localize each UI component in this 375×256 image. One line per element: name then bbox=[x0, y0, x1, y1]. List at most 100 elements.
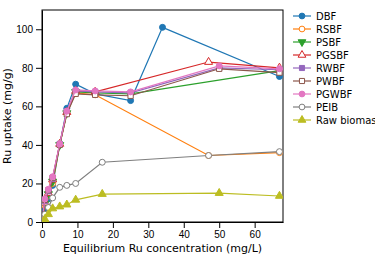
tick-label: 30 bbox=[143, 229, 155, 240]
tick-label: 40 bbox=[22, 140, 34, 151]
tick-mark bbox=[77, 222, 78, 228]
line bbox=[42, 193, 279, 222]
point bbox=[99, 159, 105, 165]
y-axis: 0 20 40 60 80 100 bbox=[16, 11, 42, 228]
marks bbox=[42, 24, 283, 222]
tick-label: 80 bbox=[22, 63, 34, 74]
legend-label: PGSBF bbox=[316, 50, 349, 61]
tick: 20 bbox=[22, 178, 42, 189]
point bbox=[57, 141, 62, 146]
tick-mark bbox=[36, 68, 42, 69]
line bbox=[42, 69, 279, 222]
legend-marker bbox=[299, 104, 305, 110]
legend-marker bbox=[299, 13, 305, 19]
point bbox=[64, 182, 70, 188]
point bbox=[49, 204, 57, 211]
series bbox=[42, 188, 283, 222]
point bbox=[275, 191, 283, 198]
tick-label: 20 bbox=[108, 229, 120, 240]
tick-label: 50 bbox=[214, 229, 226, 240]
line bbox=[42, 62, 279, 222]
tick-label: 40 bbox=[179, 229, 191, 240]
legend-label: PEIB bbox=[316, 102, 338, 113]
tick-mark bbox=[219, 222, 220, 228]
tick: 60 bbox=[250, 222, 262, 240]
tick: 40 bbox=[22, 140, 42, 151]
legend-label: RWBF bbox=[316, 63, 345, 74]
tick-mark bbox=[36, 145, 42, 146]
point bbox=[64, 109, 69, 114]
legend-label: PSBF bbox=[316, 37, 341, 48]
chart: 0 10 20 30 40 50 60 0 20 40 60 80 100 Equilibrium Ru … bbox=[0, 0, 375, 256]
legend-item: PSBF bbox=[293, 37, 341, 48]
point bbox=[42, 196, 48, 202]
tick: 40 bbox=[179, 222, 191, 240]
legend-item: RSBF bbox=[293, 24, 342, 35]
tick-mark bbox=[184, 222, 185, 228]
legend-label: RSBF bbox=[316, 24, 342, 35]
tick-mark bbox=[36, 183, 42, 184]
legend-marker bbox=[299, 26, 305, 32]
point bbox=[206, 153, 212, 159]
point bbox=[57, 142, 63, 148]
tick: 30 bbox=[143, 222, 155, 240]
tick-label: 60 bbox=[22, 101, 34, 112]
x-axis-title: Equilibrium Ru concentration (mg/L) bbox=[63, 242, 262, 255]
legend-label: Raw biomass bbox=[316, 115, 375, 126]
tick: 20 bbox=[108, 222, 120, 240]
tick-mark bbox=[36, 106, 42, 107]
plot-frame bbox=[42, 10, 283, 222]
legend-marker bbox=[299, 78, 304, 83]
series bbox=[42, 24, 282, 222]
line bbox=[42, 27, 279, 222]
series bbox=[42, 149, 282, 222]
legend-marker bbox=[299, 91, 305, 97]
point bbox=[216, 63, 222, 69]
legend-marker bbox=[298, 40, 306, 47]
series bbox=[42, 63, 282, 222]
point bbox=[57, 141, 63, 147]
tick-mark bbox=[148, 222, 149, 228]
tick-label: 0 bbox=[27, 217, 33, 228]
line bbox=[42, 68, 279, 222]
legend-label: PGWBF bbox=[316, 89, 353, 100]
legend-item: PGWBF bbox=[293, 89, 353, 100]
point bbox=[276, 149, 282, 155]
tick-mark bbox=[42, 222, 43, 228]
legend-item: RWBF bbox=[293, 63, 345, 74]
point bbox=[63, 200, 71, 207]
line bbox=[42, 93, 279, 222]
series bbox=[42, 90, 282, 222]
tick-label: 0 bbox=[40, 229, 46, 240]
point bbox=[276, 150, 282, 156]
point bbox=[276, 66, 282, 72]
tick-label: 100 bbox=[16, 24, 33, 35]
tick: 10 bbox=[72, 222, 84, 240]
legend-marker bbox=[298, 116, 306, 123]
point bbox=[56, 139, 64, 146]
tick-label: 60 bbox=[250, 229, 262, 240]
point bbox=[73, 87, 79, 93]
point bbox=[50, 195, 56, 201]
point bbox=[64, 108, 70, 114]
legend-marker bbox=[298, 51, 306, 58]
point bbox=[91, 87, 99, 94]
point bbox=[72, 86, 80, 93]
tick: 100 bbox=[16, 24, 42, 35]
legend-item: PWBF bbox=[293, 76, 345, 87]
tick: 50 bbox=[214, 222, 226, 240]
point bbox=[205, 57, 213, 64]
point bbox=[50, 174, 56, 180]
point bbox=[215, 188, 223, 195]
plot-area: 0 10 20 30 40 50 60 0 20 40 60 80 100 bbox=[16, 10, 283, 240]
point bbox=[92, 88, 98, 94]
legend-item: PEIB bbox=[293, 102, 338, 113]
tick-label: 20 bbox=[22, 178, 34, 189]
tick-label: 10 bbox=[72, 229, 84, 240]
point bbox=[98, 189, 106, 196]
tick-mark bbox=[255, 222, 256, 228]
legend-item: DBF bbox=[293, 11, 337, 22]
point bbox=[206, 153, 212, 159]
legend: DBF RSBF PSBF PGSBF RWBF PWBF PGWBF PEIB Raw bio… bbox=[293, 11, 375, 126]
legend-label: PWBF bbox=[316, 76, 345, 87]
